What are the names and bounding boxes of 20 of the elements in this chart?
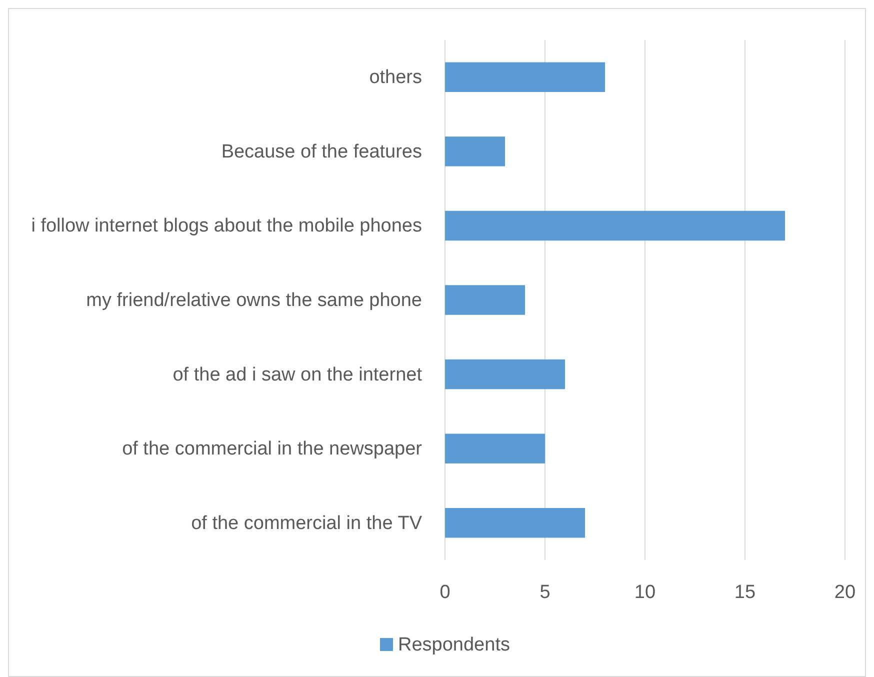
bar <box>445 62 605 92</box>
y-tick-label: of the commercial in the newspaper <box>122 438 423 460</box>
y-tick-label: i follow internet blogs about the mobile phones <box>31 215 422 236</box>
x-tick-label: 0 <box>440 582 450 603</box>
bar <box>445 285 525 315</box>
y-tick-label: others <box>369 66 422 88</box>
legend-label: Respondents <box>398 634 510 656</box>
bar <box>445 359 565 390</box>
x-tick-label: 10 <box>634 582 656 603</box>
x-tick-label: 15 <box>734 582 756 603</box>
bar <box>445 136 505 166</box>
x-tick-label: 5 <box>540 582 550 603</box>
y-tick-label: of the ad i saw on the internet <box>172 364 423 385</box>
y-tick-label: my friend/relative owns the same phone <box>86 290 422 310</box>
y-tick-label: Because of the features <box>221 140 422 162</box>
bar <box>445 210 785 241</box>
y-tick-label: of the commercial in the TV <box>191 512 422 534</box>
bar <box>445 508 585 538</box>
x-tick-label: 20 <box>834 582 856 603</box>
bar <box>445 434 545 464</box>
